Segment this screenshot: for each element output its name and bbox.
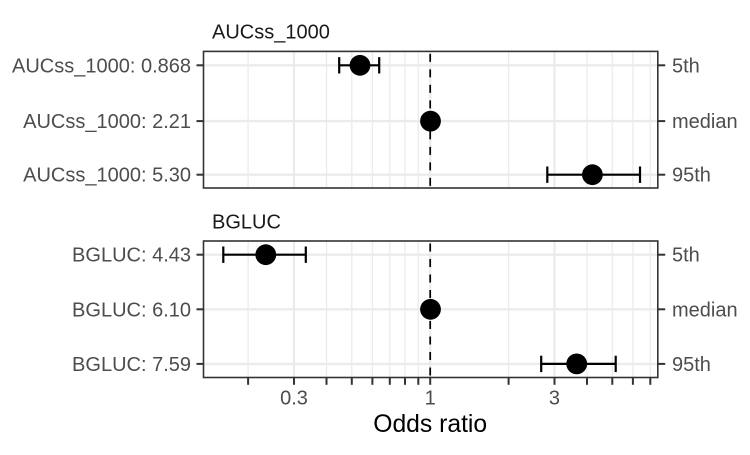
svg-text:0.3: 0.3: [280, 388, 308, 410]
svg-text:AUCss_1000: 5.30: AUCss_1000: 5.30: [23, 165, 191, 187]
svg-text:AUCss_1000: AUCss_1000: [212, 22, 330, 44]
svg-text:median: median: [672, 299, 738, 321]
svg-text:5th: 5th: [672, 55, 700, 77]
svg-text:BGLUC: 4.43: BGLUC: 4.43: [72, 245, 191, 267]
svg-text:AUCss_1000: 0.868: AUCss_1000: 0.868: [12, 55, 191, 77]
svg-text:95th: 95th: [672, 354, 711, 376]
svg-text:AUCss_1000: 2.21: AUCss_1000: 2.21: [23, 111, 191, 133]
svg-text:95th: 95th: [672, 165, 711, 187]
svg-text:5th: 5th: [672, 245, 700, 267]
svg-text:3: 3: [549, 388, 560, 410]
svg-text:BGLUC: 7.59: BGLUC: 7.59: [72, 354, 191, 376]
svg-text:median: median: [672, 111, 738, 133]
svg-text:1: 1: [425, 388, 436, 410]
svg-text:BGLUC: BGLUC: [212, 212, 281, 234]
svg-text:Odds ratio: Odds ratio: [373, 411, 487, 438]
svg-text:BGLUC: 6.10: BGLUC: 6.10: [72, 299, 191, 321]
